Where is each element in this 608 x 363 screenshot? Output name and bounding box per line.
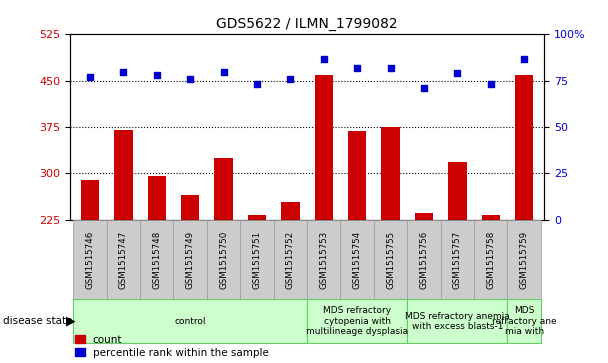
Text: GSM1515751: GSM1515751 [252,231,261,289]
Point [85,74,95,80]
Bar [381,127,399,220]
Text: GSM1515755: GSM1515755 [386,231,395,289]
Text: MDS refractory
cytopenia with
multilineage dysplasia: MDS refractory cytopenia with multilinea… [306,306,408,336]
Text: GSM1515758: GSM1515758 [486,231,496,289]
Text: ▶: ▶ [66,315,75,328]
Bar [314,74,333,220]
Bar [215,158,233,220]
Text: GSM1515749: GSM1515749 [185,231,195,289]
Point [385,65,395,71]
Bar [181,195,199,220]
Text: GSM1515756: GSM1515756 [420,231,429,289]
Bar [348,131,367,220]
Text: GSM1515754: GSM1515754 [353,231,362,289]
Bar [415,213,433,220]
Bar [281,202,300,220]
Bar [248,215,266,220]
Bar [81,179,99,220]
Text: GSM1515752: GSM1515752 [286,231,295,289]
Text: GSM1515750: GSM1515750 [219,231,228,289]
Bar [482,215,500,220]
Legend: count, percentile rank within the sample: count, percentile rank within the sample [75,335,269,358]
Text: GSM1515753: GSM1515753 [319,231,328,289]
Text: disease state: disease state [3,316,72,326]
Text: MDS refractory anemia
with excess blasts-1: MDS refractory anemia with excess blasts… [405,311,510,331]
Point [352,65,362,71]
Text: GSM1515746: GSM1515746 [86,231,94,289]
Point [319,56,328,61]
Point [452,70,462,76]
Bar [515,74,533,220]
Point [185,76,195,82]
Text: MDS
refractory ane
mia with: MDS refractory ane mia with [492,306,556,336]
Text: GSM1515747: GSM1515747 [119,231,128,289]
Bar [148,176,166,220]
Text: control: control [174,317,206,326]
Text: GSM1515759: GSM1515759 [520,231,528,289]
Point [219,69,229,74]
Point [286,76,295,82]
Point [119,69,128,74]
Point [152,72,162,78]
Bar [114,130,133,220]
Point [519,56,529,61]
Text: GSM1515757: GSM1515757 [453,231,462,289]
Point [252,82,262,87]
Point [419,85,429,91]
Point [486,82,496,87]
Bar [448,162,466,220]
Text: GSM1515748: GSM1515748 [152,231,161,289]
Title: GDS5622 / ILMN_1799082: GDS5622 / ILMN_1799082 [216,17,398,31]
